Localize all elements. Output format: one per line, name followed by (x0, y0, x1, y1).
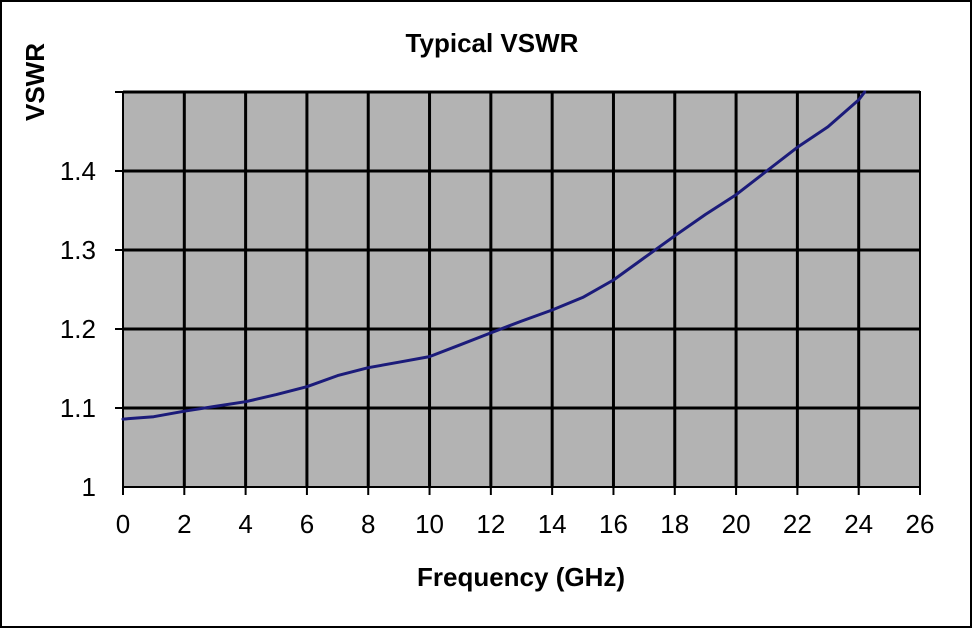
y-tick-label: 1.3 (60, 235, 96, 265)
y-tick-label: 1 (82, 472, 96, 502)
x-tick-label: 4 (238, 509, 252, 539)
chart-title: Typical VSWR (406, 28, 579, 58)
x-tick-label: 2 (177, 509, 191, 539)
x-tick-label: 22 (783, 509, 812, 539)
y-tick-label: 1.4 (60, 156, 96, 186)
x-tick-label: 10 (415, 509, 444, 539)
y-axis-title: VSWR (20, 43, 50, 121)
x-tick-label: 6 (300, 509, 314, 539)
x-tick-label: 16 (599, 509, 628, 539)
x-axis-title: Frequency (GHz) (417, 562, 625, 592)
vswr-series-line (121, 90, 867, 421)
y-tick-label: 1.1 (60, 393, 96, 423)
y-tick-label: 1.2 (60, 314, 96, 344)
x-tick-label: 20 (722, 509, 751, 539)
x-tick-label: 18 (660, 509, 689, 539)
plot-area: 11.11.21.31.40 2 4 6 8 10 12 14 16 18 20 22 24 26 (60, 90, 935, 539)
x-tick-label: 0 (116, 509, 130, 539)
plot-background (122, 91, 921, 488)
x-tick-label: 12 (476, 509, 505, 539)
x-tick-label: 26 (906, 509, 935, 539)
x-tick-label: 8 (361, 509, 375, 539)
x-tick-label: 24 (844, 509, 873, 539)
x-tick-label: 14 (538, 509, 567, 539)
